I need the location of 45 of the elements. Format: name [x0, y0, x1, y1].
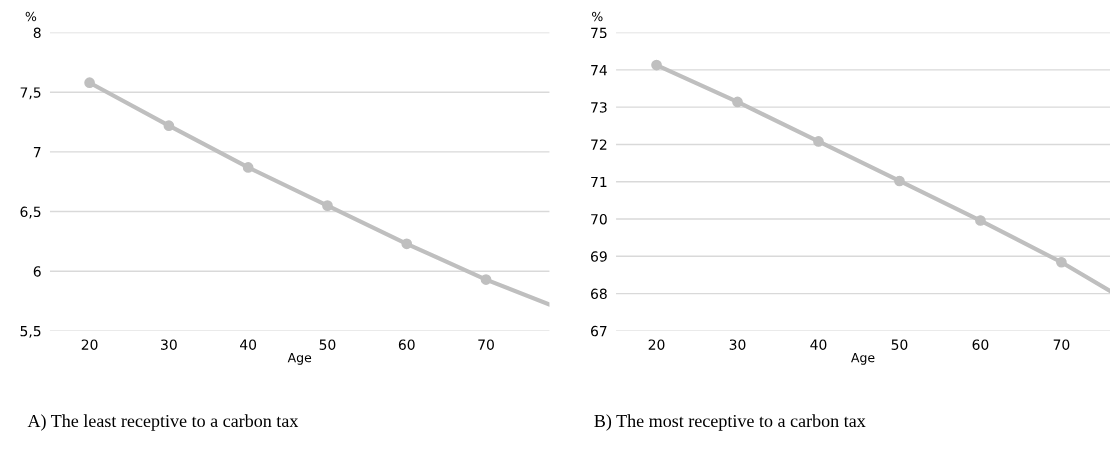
- point: [480, 274, 492, 285]
- x-axis-title: Age: [287, 353, 312, 365]
- x-tick-label: 50: [891, 339, 908, 350]
- x-tick-label: 70: [1053, 339, 1070, 350]
- point: [975, 215, 986, 226]
- y-tick-label: 72: [591, 139, 607, 150]
- text: A) The least receptive to a carbon tax: [27, 414, 299, 431]
- y-tick-label: 7,5: [20, 87, 41, 100]
- y-tick-label: 69: [591, 251, 607, 262]
- y-tick-label: 75: [591, 27, 607, 39]
- point: [242, 162, 254, 173]
- x-tick-label: 40: [240, 339, 257, 350]
- y-axis-title: %: [592, 11, 603, 22]
- x-tick-label: 60: [972, 339, 989, 350]
- point: [813, 136, 824, 147]
- x-tick-label: 30: [729, 339, 746, 350]
- y-tick-label: 5,5: [20, 326, 41, 338]
- y-tick-label: 67: [591, 325, 607, 337]
- y-tick-label: 73: [591, 102, 607, 113]
- point: [322, 200, 333, 211]
- point: [1056, 256, 1067, 268]
- x-tick-label: 40: [810, 339, 827, 350]
- point: [651, 59, 662, 71]
- y-tick-label: 6: [33, 266, 41, 277]
- y-tick-label: 8: [33, 27, 41, 39]
- y-tick-label: 71: [591, 176, 607, 188]
- x-tick-label: 50: [319, 339, 336, 350]
- y-axis-title: %: [25, 11, 37, 22]
- x-tick-label: 20: [81, 339, 98, 350]
- y-tick-label: 74: [591, 65, 607, 76]
- x-tick-label: 30: [161, 339, 177, 350]
- y-tick-label: 70: [591, 213, 607, 225]
- x-tick-label: 70: [478, 339, 494, 350]
- point: [401, 238, 413, 250]
- y-tick-label: 68: [591, 288, 607, 300]
- point: [894, 175, 905, 187]
- text: B) The most receptive to a carbon tax: [594, 414, 866, 431]
- y-tick-label: 7: [33, 147, 41, 158]
- point: [732, 96, 743, 108]
- point: [84, 77, 95, 89]
- x-tick-label: 20: [648, 339, 665, 350]
- x-axis-title: Age: [851, 353, 875, 365]
- point: [163, 120, 175, 132]
- y-tick-label: 6,5: [20, 206, 41, 219]
- x-tick-label: 60: [398, 339, 415, 350]
